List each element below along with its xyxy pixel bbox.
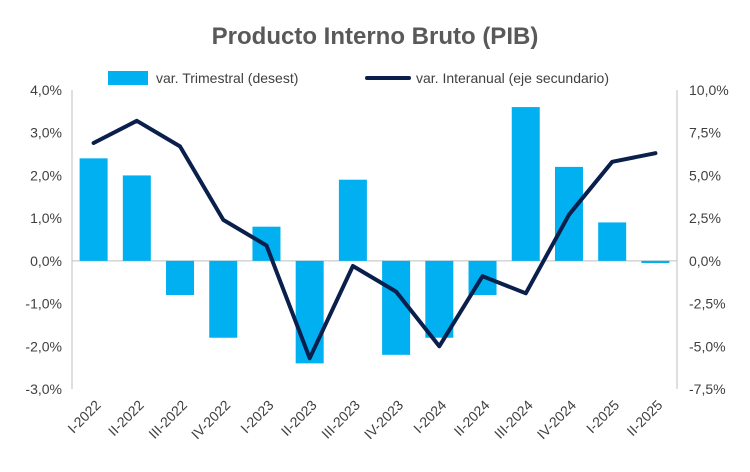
x-tick-label: IV-2023	[361, 397, 407, 443]
y-primary-tick-label: 1,0%	[30, 210, 62, 226]
y-axis-primary-ticks: -3,0% -2,0% -1,0% 0,0% 1,0% 2,0% 3,0% 4,0%	[25, 82, 62, 397]
y-primary-tick-label: 3,0%	[30, 125, 62, 141]
bar-I-2025	[598, 222, 627, 261]
bar-I-2024	[425, 260, 454, 338]
x-tick-label: III-2024	[491, 397, 536, 442]
x-tick-label: IV-2022	[188, 397, 234, 443]
y-primary-tick-label: 4,0%	[30, 82, 62, 98]
x-tick-label: I-2024	[410, 397, 450, 437]
y-secondary-tick-label: 2,5%	[689, 210, 721, 226]
legend-bar-label: var. Trimestral (desest)	[156, 70, 298, 86]
legend: var. Trimestral (desest) var. Interanual…	[108, 70, 609, 86]
line-series	[91, 118, 658, 361]
bar-III-2023	[338, 179, 367, 261]
y-primary-tick-label: 0,0%	[30, 253, 62, 269]
x-tick-label: II-2022	[105, 397, 147, 439]
y-secondary-tick-label: -7,5%	[689, 381, 726, 397]
y-secondary-tick-label: -2,5%	[689, 296, 726, 312]
legend-line-label: var. Interanual (eje secundario)	[416, 70, 609, 86]
x-tick-label: I-2022	[64, 397, 104, 437]
x-tick-label: II-2023	[278, 397, 320, 439]
legend-bar-swatch	[108, 71, 148, 85]
bar-III-2024	[511, 107, 540, 261]
y-secondary-tick-label: 10,0%	[689, 82, 729, 98]
chart-title: Producto Interno Bruto (PIB)	[212, 23, 539, 50]
bar-II-2025	[641, 260, 670, 263]
y-secondary-tick-label: 5,0%	[689, 167, 721, 183]
interanual-line	[91, 118, 658, 361]
y-axis-secondary-ticks: -7,5% -5,0% -2,5% 0,0% 2,5% 5,0% 7,5% 10,0%	[689, 82, 729, 397]
x-tick-label: II-2025	[623, 397, 665, 439]
x-tick-label: II-2024	[451, 397, 493, 439]
y-secondary-tick-label: 7,5%	[689, 125, 721, 141]
bar-IV-2022	[209, 260, 238, 338]
y-primary-tick-label: -1,0%	[25, 296, 62, 312]
x-tick-label: III-2023	[318, 397, 363, 442]
bar-II-2023	[295, 260, 324, 364]
y-secondary-tick-label: 0,0%	[689, 253, 721, 269]
y-primary-tick-label: -2,0%	[25, 338, 62, 354]
bar-IV-2023	[382, 260, 411, 355]
x-tick-label: I-2025	[583, 397, 623, 437]
y-primary-tick-label: 2,0%	[30, 167, 62, 183]
bar-II-2022	[122, 175, 151, 261]
bar-III-2022	[166, 260, 195, 296]
y-secondary-tick-label: -5,0%	[689, 338, 726, 354]
bar-series	[79, 107, 670, 364]
x-tick-label: III-2022	[145, 397, 190, 442]
x-tick-label: I-2023	[237, 397, 277, 437]
x-tick-label: IV-2024	[534, 397, 580, 443]
bar-I-2022	[79, 158, 108, 261]
y-primary-tick-label: -3,0%	[25, 381, 62, 397]
